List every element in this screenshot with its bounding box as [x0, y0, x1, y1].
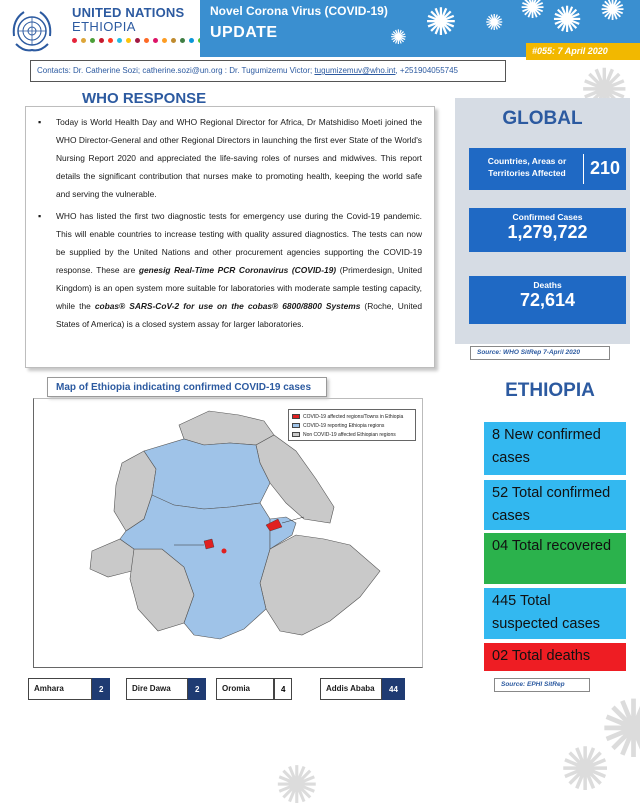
sdg-dot	[144, 38, 149, 43]
sdg-dot	[135, 38, 140, 43]
report-header: UNITED NATIONS ETHIOPIA Novel Corona Vir…	[0, 0, 640, 60]
sdg-dot	[171, 38, 176, 43]
countries-affected-card: Countries, Areas or Territories Affected…	[469, 148, 626, 190]
contact-email-link[interactable]: tugumizemuv@who.int	[314, 66, 396, 75]
sdg-dot	[90, 38, 95, 43]
map-region-tigray	[178, 410, 275, 446]
legend-swatch	[292, 414, 300, 419]
org-subtitle: ETHIOPIA	[72, 19, 136, 34]
global-title: GLOBAL	[502, 108, 583, 129]
who-response-box: Today is World Health Day and WHO Region…	[25, 106, 435, 368]
region-value: 2	[92, 678, 111, 700]
legend-swatch	[292, 423, 300, 428]
sdg-dot	[153, 38, 158, 43]
countries-affected-label: Countries, Areas or Territories Affected	[487, 156, 567, 178]
contacts-text: Contacts: Dr. Catherine Sozi; catherine.…	[37, 66, 315, 75]
region-name: Addis Ababa	[320, 678, 382, 700]
issue-date-tag: #055: 7 April 2020	[526, 43, 640, 60]
genesig-test-name: genesig Real-Time PCR Coronavirus (COVID…	[138, 265, 337, 275]
global-panel: GLOBAL Countries, Areas or Territories A…	[455, 98, 630, 344]
global-deaths-card: Deaths 72,614	[469, 276, 626, 324]
sdg-dot	[99, 38, 104, 43]
total-confirmed-card: 52 Total confirmed cases	[484, 480, 626, 530]
legend-item: COVID-19 affected regions/Towns in Ethio…	[292, 412, 412, 421]
global-source-note: Source: WHO SitRep 7-April 2020	[470, 346, 610, 360]
virus-icon: ✺	[552, 0, 583, 40]
region-addis-ababa: Addis Ababa 44	[320, 678, 405, 700]
virus-icon: ✺	[520, 0, 546, 25]
virus-watermark-icon: ✺	[560, 736, 611, 803]
banner-title: Novel Corona Virus (COVID-19)	[210, 4, 388, 18]
virus-icon: ✺	[600, 0, 626, 27]
sdg-color-dots	[72, 38, 203, 43]
region-value: 2	[188, 678, 207, 700]
deaths-card: 02 Total deaths	[484, 643, 626, 671]
region-oromia: Oromia 4	[216, 678, 293, 700]
ethiopia-map-frame: COVID-19 affected regions/Towns in Ethio…	[33, 398, 423, 668]
sdg-dot	[117, 38, 122, 43]
suspected-card: 445 Total suspected cases	[484, 588, 626, 639]
map-marker-adama	[221, 548, 227, 554]
contacts-bar: Contacts: Dr. Catherine Sozi; catherine.…	[30, 60, 506, 82]
global-confirmed-value: 1,279,722	[507, 222, 588, 242]
legend-item: Non COVID-19 affected Ethiopian regions	[292, 430, 412, 439]
who-bullet-2-text: (Primerdesign, United Kingdom) is an ope…	[56, 265, 422, 311]
virus-watermark-icon: ✺	[600, 685, 640, 774]
ethiopia-title: ETHIOPIA	[505, 380, 595, 401]
sdg-dot	[180, 38, 185, 43]
sdg-dot	[81, 38, 86, 43]
virus-icon: ✺	[485, 10, 504, 35]
virus-icon: ✺	[425, 2, 457, 44]
ethiopia-map	[89, 410, 381, 640]
banner-update: UPDATE	[210, 24, 278, 41]
map-caption: Map of Ethiopia indicating confirmed COV…	[47, 377, 327, 397]
virus-watermark-icon: ✺	[275, 757, 319, 810]
map-marker-addis-ababa	[203, 538, 215, 550]
sdg-dot	[108, 38, 113, 43]
region-name: Oromia	[216, 678, 274, 700]
region-name: Dire Dawa	[126, 678, 188, 700]
who-bullet-2: WHO has listed the first two diagnostic …	[38, 207, 422, 333]
map-legend: COVID-19 affected regions/Towns in Ethio…	[288, 409, 416, 441]
global-confirmed-label: Confirmed Cases	[512, 212, 583, 222]
who-bullet-2-text: (Roche, United States of America) is a c…	[56, 301, 422, 329]
who-bullet-1: Today is World Health Day and WHO Region…	[38, 113, 422, 203]
region-amhara: Amhara 2	[28, 678, 111, 700]
contacts-phone: , +251904055745	[395, 66, 458, 75]
map-region-oromia	[119, 494, 271, 640]
map-region-gambella	[89, 538, 135, 578]
map-region-somali	[259, 534, 381, 636]
recovered-card: 04 Total recovered	[484, 533, 626, 584]
region-dire-dawa: Dire Dawa 2	[126, 678, 207, 700]
region-value: 44	[382, 678, 405, 700]
legend-item: COVID-19 reporting Ethiopia regions	[292, 421, 412, 430]
global-deaths-label: Deaths	[533, 280, 562, 290]
card-divider	[583, 154, 584, 184]
new-cases-card: 8 New confirmed cases	[484, 422, 626, 475]
legend-label: Non COVID-19 affected Ethiopian regions	[303, 431, 396, 438]
countries-affected-value: 210	[589, 158, 621, 178]
legend-label: COVID-19 affected regions/Towns in Ethio…	[303, 413, 404, 420]
ethiopia-source-note: Source: EPHI SitRep	[494, 678, 590, 692]
who-response-heading: WHO RESPONSE	[82, 90, 207, 107]
sdg-dot	[162, 38, 167, 43]
region-value: 4	[274, 678, 293, 700]
legend-label: COVID-19 reporting Ethiopia regions	[303, 422, 385, 429]
region-name: Amhara	[28, 678, 92, 700]
sdg-dot	[72, 38, 77, 43]
virus-icon: ✺	[390, 27, 407, 49]
org-title: UNITED NATIONS	[72, 5, 185, 20]
sdg-dot	[126, 38, 131, 43]
sdg-dot	[189, 38, 194, 43]
un-emblem-icon	[12, 11, 52, 52]
map-marker-dire-dawa	[265, 518, 283, 532]
global-confirmed-card: Confirmed Cases 1,279,722	[469, 208, 626, 252]
who-bullet-2-text: WHO has listed the first two diagnostic …	[56, 211, 422, 275]
cobas-test-name: cobas® SARS-CoV-2 for use on the cobas® …	[94, 301, 361, 311]
un-logo-block: UNITED NATIONS ETHIOPIA	[0, 0, 203, 60]
map-region-amhara	[143, 438, 271, 510]
global-deaths-value: 72,614	[519, 290, 576, 310]
legend-swatch	[292, 432, 300, 437]
